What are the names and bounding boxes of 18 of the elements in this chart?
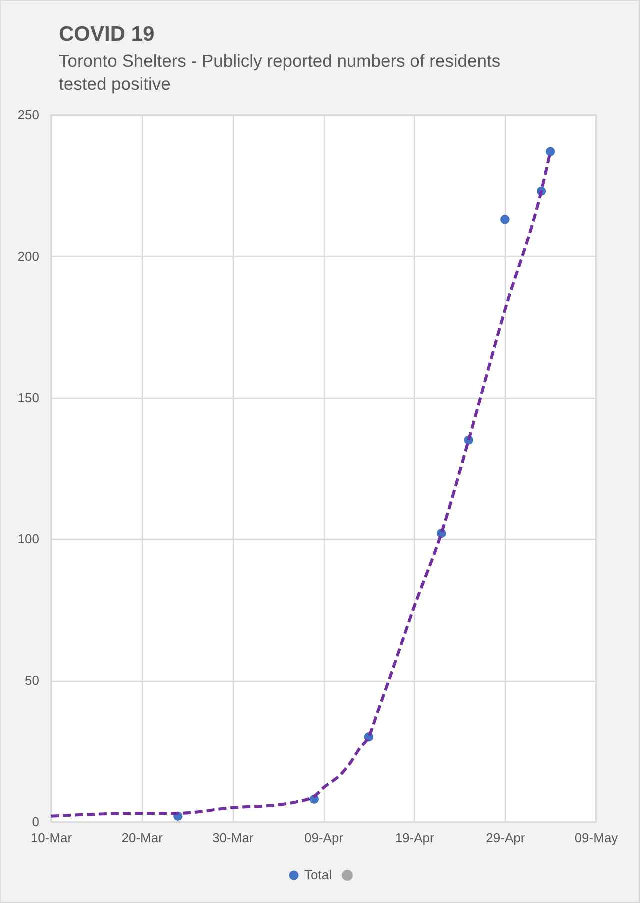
- chart-title: COVID 19: [59, 22, 155, 47]
- x-tick-label: 10-Mar: [30, 830, 73, 846]
- x-tick-label: 19-Apr: [395, 830, 436, 846]
- y-tick-label: 100: [18, 532, 40, 547]
- legend-label: Total: [304, 868, 332, 882]
- x-tick-label: 30-Mar: [212, 830, 254, 846]
- y-tick-label: 0: [32, 814, 40, 830]
- y-tick-label: 200: [18, 248, 40, 264]
- x-tick-label: 29-Apr: [486, 830, 526, 846]
- chart-subtitle: Toronto Shelters - Publicly reported numbers of residents tested positive: [59, 50, 502, 96]
- point: [500, 215, 510, 224]
- y-tick-label: 250: [18, 108, 40, 122]
- point: [546, 147, 556, 156]
- y-tick-label: 150: [18, 390, 40, 406]
- x-tick-label: 09-May: [574, 830, 619, 846]
- x-tick-label: 20-Mar: [122, 830, 164, 846]
- x-tick-label: 09-Apr: [304, 830, 344, 846]
- y-tick-label: 50: [25, 673, 40, 688]
